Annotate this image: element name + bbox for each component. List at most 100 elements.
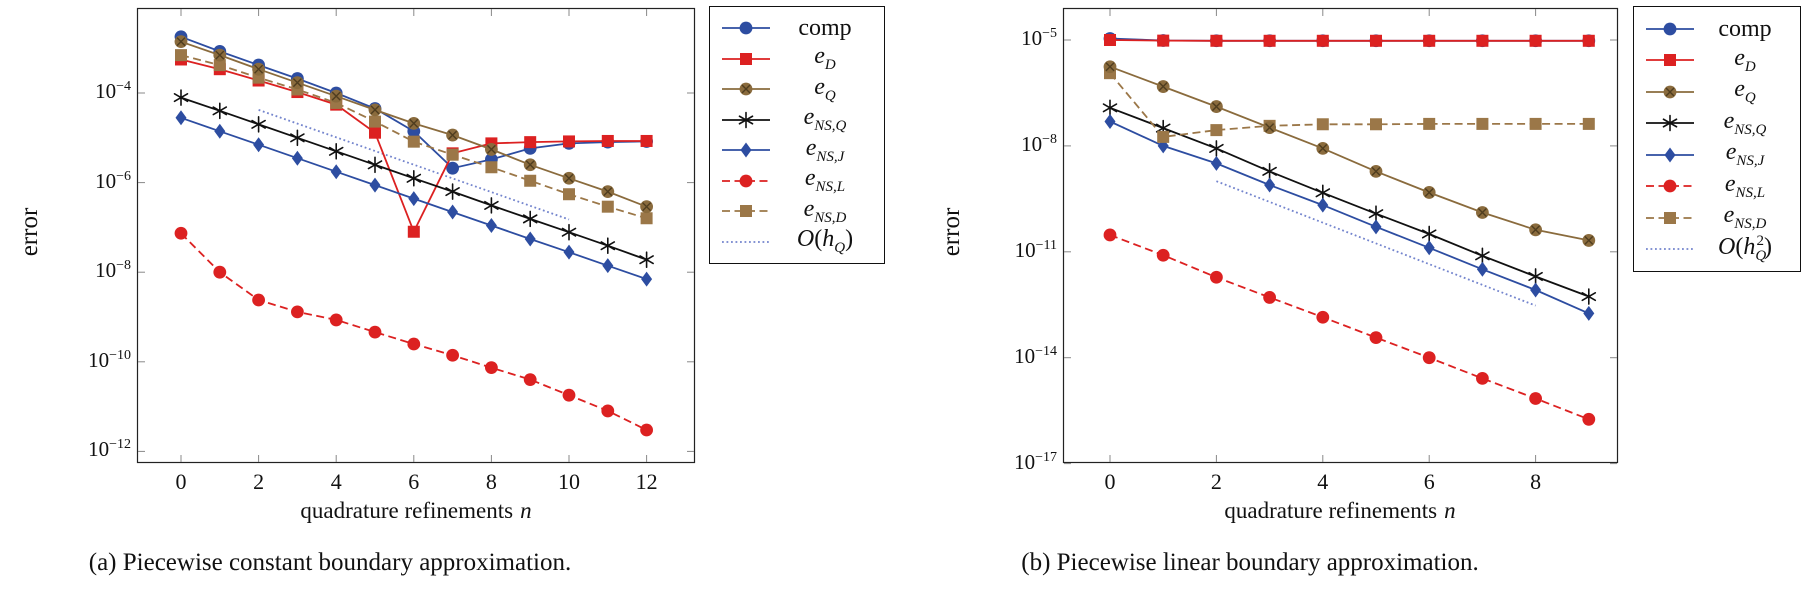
series-e_Q-marker xyxy=(368,103,382,117)
legend-label-O_hQ: O(hQ) xyxy=(796,226,854,257)
legend-marker-e_NS_D-icon xyxy=(740,205,752,218)
series-comp-marker xyxy=(446,161,459,175)
series-e_NS_J-marker xyxy=(1530,282,1542,298)
series-e_NS_D-marker xyxy=(601,200,614,213)
series-e_Q-marker xyxy=(1369,164,1383,178)
plot-frame-a xyxy=(136,7,696,464)
legend-item-e_D: eD xyxy=(1642,45,1792,77)
plot-area-a xyxy=(136,7,696,464)
series-e_NS_L-marker xyxy=(213,265,227,279)
series-e_NS_J-marker xyxy=(330,164,342,180)
legend-swatch-e_NS_D-icon xyxy=(722,205,770,218)
series-e_NS_L-marker xyxy=(1316,310,1330,324)
series-e_NS_D-marker xyxy=(485,161,498,174)
series-e_NS_D-marker xyxy=(1370,118,1382,131)
series-e_D-marker xyxy=(1210,34,1223,47)
legend-item-e_NS_Q: eNS,Q xyxy=(718,105,876,136)
legend-item-e_Q: eQ xyxy=(718,74,876,105)
legend-label-e_D: eD xyxy=(814,43,836,74)
series-e_NS_L-marker xyxy=(1422,351,1436,365)
legend-label-e_NS_L: eNS,L xyxy=(1724,170,1766,201)
series-e_NS_Q-marker xyxy=(290,129,305,147)
y-tick-label-b--5: 10−5 xyxy=(1021,26,1057,50)
series-e_NS_J-marker xyxy=(408,191,420,207)
series-e_Q-marker xyxy=(640,200,653,214)
series-e_NS_L-marker xyxy=(407,337,421,351)
series-e_D-marker xyxy=(524,136,537,149)
y-axis-label-b: error xyxy=(938,207,965,257)
series-e_NS_L-marker xyxy=(329,313,343,327)
series-e_Q-marker xyxy=(1156,80,1170,93)
x-tick-label-a-12: 12 xyxy=(635,469,658,494)
series-e_NS_D-marker xyxy=(1423,117,1436,130)
x-axis-label-text-b: quadrature refinements xyxy=(1224,498,1438,523)
series-e_NS_J-marker xyxy=(485,218,497,234)
series-e_Q-marker xyxy=(329,89,343,103)
series-e_NS_D-marker xyxy=(1582,117,1595,130)
legend-label-e_NS_Q: eNS,Q xyxy=(1723,107,1767,138)
series-e_NS_Q-marker xyxy=(1209,140,1224,157)
x-tick-label-a-2: 2 xyxy=(253,469,265,494)
series-e_NS_J-marker xyxy=(253,137,265,153)
legend-swatch-comp-icon xyxy=(1646,22,1694,36)
legend-item-O_hQ2: O(hQ2) xyxy=(1642,234,1792,266)
series-e_Q-marker xyxy=(213,48,227,62)
series-e_NS_D-marker xyxy=(1476,117,1489,130)
series-e_NS_J-marker xyxy=(1370,219,1382,235)
x-tick-label-a-0: 0 xyxy=(175,469,187,494)
series-e_D-marker xyxy=(1263,34,1276,47)
series-e_NS_Q-marker xyxy=(600,237,616,255)
legend-marker-e_Q-icon xyxy=(1663,85,1677,99)
series-e_Q-marker xyxy=(1316,141,1330,155)
legend-a: comp eD eQ eNS,Q eNS,J eNS,L eNS,D O(hQ) xyxy=(709,6,885,264)
series-e_NS_L-marker xyxy=(446,348,459,362)
series-e_NS_J-marker xyxy=(291,150,303,166)
legend-swatch-e_NS_J-icon xyxy=(1646,147,1694,163)
legend-marker-e_NS_L-icon xyxy=(739,174,753,188)
series-e_NS_L-marker xyxy=(1369,331,1383,345)
series-e_Q xyxy=(1103,60,1596,247)
series-e_Q-marker xyxy=(1582,234,1596,247)
series-e_NS_D-marker xyxy=(524,174,537,187)
series-e_Q-marker xyxy=(1529,223,1542,237)
x-tick-label-a-4: 4 xyxy=(330,469,342,494)
series-e_NS_Q-line xyxy=(1109,106,1590,298)
series-e_Q-marker xyxy=(291,76,304,90)
legend-item-e_NS_D: eNS,D xyxy=(1642,202,1792,234)
series-e_NS_J-marker xyxy=(1210,155,1222,171)
series-e_NS_L-marker xyxy=(1156,248,1170,262)
series-e_NS_L-marker xyxy=(174,226,188,240)
series-e_Q-marker xyxy=(1422,186,1436,199)
series-e_NS_J xyxy=(175,110,653,287)
series-comp xyxy=(174,30,653,175)
series-e_Q-marker xyxy=(523,158,537,172)
legend-swatch-e_Q-icon xyxy=(1646,85,1694,99)
series-e_NS_D-marker xyxy=(640,212,653,225)
legend-swatch-e_Q-icon xyxy=(722,82,770,96)
series-e_Q-marker xyxy=(1476,206,1489,219)
series-e_Q-marker xyxy=(1263,121,1276,134)
series-e_NS_D-marker xyxy=(563,188,575,201)
caption-b: (b) Piecewise linear boundary approximat… xyxy=(1021,549,1479,576)
legend-marker-e_NS_Q-icon xyxy=(1662,114,1678,132)
series-e_NS_L-marker xyxy=(485,361,498,375)
x-tick-label-a-8: 8 xyxy=(485,469,497,494)
legend-swatch-e_NS_D-icon xyxy=(1646,211,1694,224)
legend-swatch-e_NS_J-icon xyxy=(722,142,770,158)
series-e_D-marker xyxy=(1370,34,1382,47)
series-e_NS_J-marker xyxy=(447,204,459,220)
legend-label-e_NS_D: eNS,D xyxy=(1723,202,1767,233)
series-e_D-marker xyxy=(640,134,653,147)
series-O_hQ xyxy=(258,109,570,221)
series-e_NS_L-marker xyxy=(1582,412,1596,426)
legend-label-O_hQ2: O(hQ2) xyxy=(1718,233,1772,265)
series-e_NS_Q xyxy=(173,89,654,269)
series-e_D-marker xyxy=(601,134,614,147)
series-e_D-marker xyxy=(1157,34,1170,47)
series-e_NS_J-marker xyxy=(1317,197,1329,213)
legend-label-e_Q: eQ xyxy=(1734,76,1756,107)
x-tick-label-b-8: 8 xyxy=(1530,469,1542,494)
series-e_NS_L-marker xyxy=(601,404,615,418)
x-axis-label-var-b: n xyxy=(1444,498,1456,523)
legend-swatch-O_hQ-icon xyxy=(722,240,770,243)
